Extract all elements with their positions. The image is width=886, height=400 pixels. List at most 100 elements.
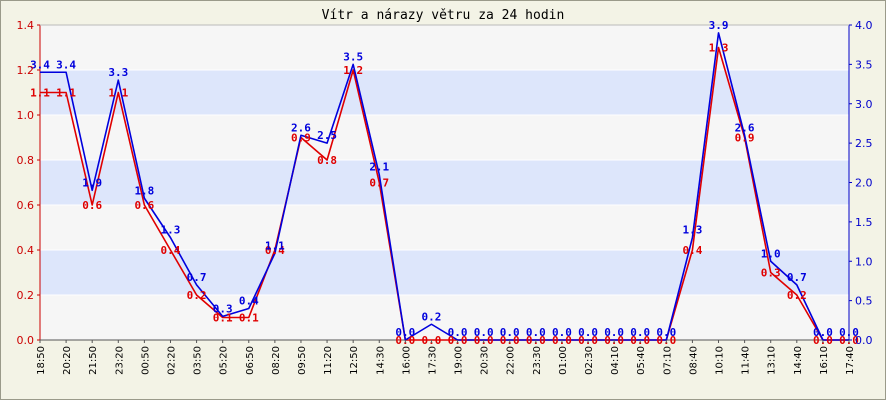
data-label: 0.0 [474, 326, 494, 339]
gust-series [40, 46, 849, 341]
wind-data-labels: 3.4 3.41.93.31.81.30.70.30.41.12.62.53.52… [30, 19, 859, 339]
x-tick-label: 08:40 [688, 346, 699, 375]
data-label: 1.1 [30, 87, 50, 100]
wind-line [40, 32, 849, 341]
left-axis-ticks: 0.0 0.2 0.4 0.6 0.8 1.0 1.2 1.4 [17, 19, 40, 347]
data-label: 1.3 [682, 224, 702, 237]
data-label: 0.4 [682, 244, 702, 257]
plot-band [40, 205, 849, 250]
data-label: 0.0 [630, 326, 650, 339]
data-label: 0.7 [187, 271, 207, 284]
data-label: 1.1 [265, 239, 285, 252]
data-label: 0.0 [500, 326, 520, 339]
data-label: 0.6 [82, 199, 102, 212]
data-label: 2.1 [369, 161, 389, 174]
right-tick-label: 0.5 [855, 295, 873, 308]
data-label: 0.0 [552, 326, 572, 339]
data-label: 1.2 [343, 64, 363, 77]
data-label: 0.0 [395, 326, 415, 339]
left-tick-label: 1.4 [17, 19, 35, 32]
data-label: 3.5 [343, 50, 363, 63]
x-tick-label: 16:10 [819, 346, 830, 375]
left-tick-label: 0.4 [17, 244, 35, 257]
x-tick-label: 23:30 [532, 346, 543, 375]
x-tick-label: 02:20 [166, 346, 177, 375]
data-label: 0.0 [813, 326, 833, 339]
x-tick-label: 19:00 [454, 346, 465, 375]
data-label: 2.6 [291, 121, 311, 134]
x-tick-label: 22:00 [506, 346, 517, 375]
data-label: 0.7 [369, 177, 389, 190]
data-label: 0.1 [239, 312, 259, 325]
x-tick-label: 04:10 [610, 346, 621, 375]
x-tick-label: 17:30 [427, 346, 438, 375]
right-tick-label: 1.0 [855, 255, 873, 268]
x-tick-label: 05:20 [219, 346, 230, 375]
data-label: 1.3 [161, 224, 181, 237]
x-tick-label: 20:30 [480, 346, 491, 375]
right-tick-label: 3.0 [855, 98, 873, 111]
right-tick-label: 0.0 [855, 334, 873, 347]
x-tick-label: 23:20 [114, 346, 125, 375]
x-tick-label: 09:50 [297, 346, 308, 375]
gust-line [40, 46, 849, 341]
left-tick-label: 0.0 [17, 334, 35, 347]
data-label: 0.0 [578, 326, 598, 339]
data-label: 0.6 [134, 199, 154, 212]
x-axis-ticks: 18:50 20:20 21:50 23:20 00:50 02:20 03:50 05:20… [36, 340, 856, 375]
data-label: 0.4 [239, 295, 259, 308]
plot-band [40, 160, 849, 205]
x-tick-label: 00:50 [140, 346, 151, 375]
plot-band [40, 295, 849, 340]
data-label: 2.6 [735, 121, 755, 134]
data-label: 3.9 [709, 19, 729, 32]
data-label: 0.9 [735, 132, 755, 145]
x-tick-label: 08:20 [271, 346, 282, 375]
data-label: 0.0 [839, 326, 859, 339]
x-tick-label: 10:10 [715, 346, 726, 375]
x-tick-label: 11:40 [741, 346, 752, 375]
data-label: 0.2 [187, 289, 207, 302]
chart-title: Vítr a nárazy větru za 24 hodin [322, 8, 565, 23]
data-label: 0.7 [787, 271, 807, 284]
data-label: 0.2 [422, 310, 442, 323]
grid-lines [40, 69, 849, 296]
right-tick-label: 2.5 [855, 137, 873, 150]
data-label: 0.9 [291, 132, 311, 145]
x-tick-label: 01:00 [558, 346, 569, 375]
x-tick-label: 06:50 [245, 346, 256, 375]
data-label: 3.4 [56, 58, 76, 71]
right-tick-label: 1.5 [855, 216, 873, 229]
x-tick-label: 20:20 [62, 346, 73, 375]
x-tick-label: 17:40 [845, 346, 856, 375]
x-tick-label: 16:00 [401, 346, 412, 375]
left-tick-label: 0.8 [17, 154, 35, 167]
data-label: 0.2 [787, 289, 807, 302]
left-tick-label: 0.2 [17, 289, 35, 302]
data-label: 1.1 [56, 87, 76, 100]
x-tick-label: 18:50 [36, 346, 47, 375]
data-label: 0.0 [448, 326, 468, 339]
x-tick-label: 13:10 [767, 346, 778, 375]
data-label: 0.8 [317, 154, 337, 167]
data-label: 1.0 [761, 247, 781, 260]
data-label: 3.3 [108, 66, 128, 79]
x-tick-label: 11:20 [323, 346, 334, 375]
data-label: 0.3 [213, 302, 233, 315]
right-tick-label: 2.0 [855, 177, 873, 190]
data-label: 0.4 [161, 244, 181, 257]
data-label: 2.5 [317, 129, 337, 142]
data-label: 0.4 [265, 244, 285, 257]
x-tick-label: 02:30 [584, 346, 595, 375]
data-label: 0.1 [213, 312, 233, 325]
left-tick-label: 1.2 [17, 64, 35, 77]
data-label: 1.1 [108, 87, 128, 100]
plot-band [40, 115, 849, 160]
data-label: 3.4 [30, 58, 50, 71]
data-label: 1.9 [82, 176, 102, 189]
plot-bands [40, 25, 849, 340]
data-label: 0.0 [604, 326, 624, 339]
left-tick-label: 1.0 [17, 109, 35, 122]
